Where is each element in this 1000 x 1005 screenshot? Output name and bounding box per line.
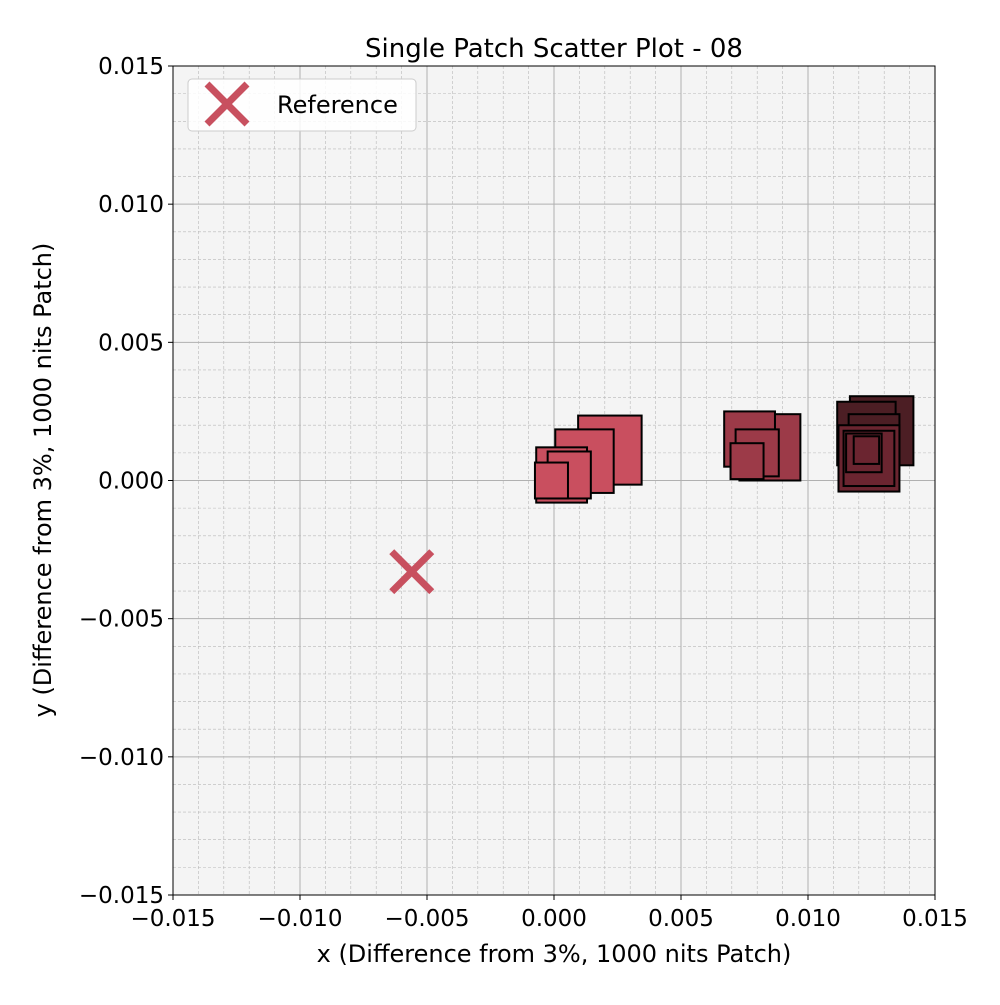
x-tick-label: −0.005 (384, 906, 469, 932)
scatter-markers (533, 395, 915, 504)
y-axis-label: y (Difference from 3%, 1000 nits Patch) (29, 243, 57, 718)
x-tick-label: 0.010 (775, 906, 841, 932)
y-tick-label: 0.000 (98, 469, 164, 495)
x-tick-label: 0.000 (521, 906, 587, 932)
x-tick-label: −0.010 (257, 906, 342, 932)
x-tick-label: 0.005 (648, 906, 714, 932)
y-tick-labels: −0.015 −0.010 −0.005 0.000 0.005 0.010 0.015 (79, 54, 173, 909)
y-tick-label: −0.015 (79, 883, 164, 909)
legend: Reference (187, 78, 417, 132)
square-marker (533, 461, 569, 500)
legend-reference-marker (204, 81, 250, 127)
legend-label-reference: Reference (277, 91, 398, 119)
chart-title: Single Patch Scatter Plot - 08 (365, 34, 743, 64)
x-tick-label: 0.015 (902, 906, 968, 932)
square-marker (852, 435, 881, 465)
reference-x-stroke (389, 549, 435, 595)
reference-marker (389, 549, 435, 595)
x-tick-labels: −0.015 −0.010 −0.005 0.000 0.005 0.010 0.015 (130, 895, 968, 932)
x-tick-label: −0.015 (130, 906, 215, 932)
y-tick-label: 0.005 (98, 330, 164, 356)
y-tick-label: 0.015 (98, 54, 164, 80)
legend-x-stroke (204, 81, 250, 127)
y-tick-label: −0.005 (79, 607, 164, 633)
square-marker (729, 442, 765, 481)
y-tick-label: 0.010 (98, 192, 164, 218)
x-axis-label: x (Difference from 3%, 1000 nits Patch) (317, 940, 792, 968)
y-tick-label: −0.010 (79, 745, 164, 771)
